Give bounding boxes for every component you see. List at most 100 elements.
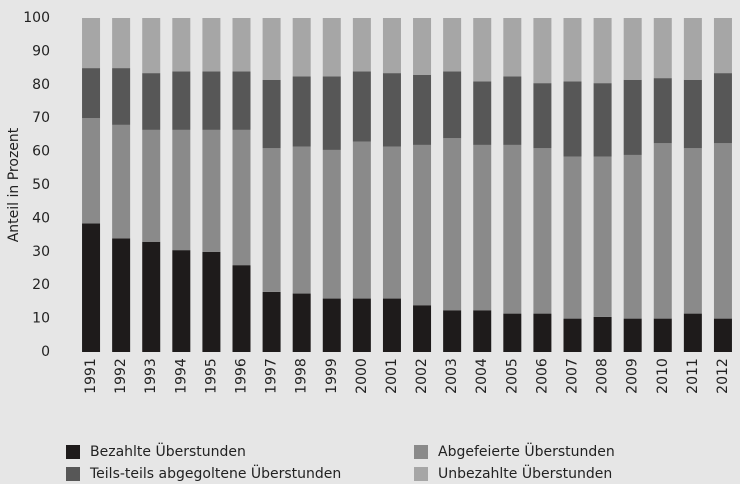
bar-segment — [563, 81, 582, 157]
bar-segment — [322, 149, 341, 299]
legend-swatch — [66, 445, 80, 459]
bar-segment — [593, 83, 612, 157]
bar-segment — [653, 78, 672, 144]
bar-segment — [82, 223, 101, 352]
bar-segment — [292, 146, 311, 294]
bar-segment — [713, 143, 732, 319]
x-tick-label: 2010 — [655, 358, 671, 394]
bar-segment — [623, 318, 642, 352]
y-tick-label: 80 — [32, 77, 50, 93]
y-tick-label: 70 — [32, 110, 50, 126]
y-tick-label: 90 — [32, 43, 50, 59]
bar-segment — [142, 241, 161, 352]
bar-segment — [112, 238, 131, 352]
y-tick-label: 40 — [32, 210, 50, 226]
y-tick-label: 10 — [32, 311, 50, 327]
x-tick-label: 2002 — [414, 358, 430, 394]
bar-segment — [262, 79, 281, 149]
bar-segment — [352, 298, 371, 352]
bar-segment — [142, 129, 161, 242]
bar-segment — [322, 298, 341, 352]
bar-segment — [142, 18, 161, 74]
bar-segment — [683, 313, 702, 352]
bar-segment — [713, 18, 732, 74]
bar-segment — [112, 124, 131, 239]
bar-segment — [533, 148, 552, 314]
x-tick-label: 2008 — [595, 358, 611, 394]
x-tick-label: 2003 — [444, 358, 460, 394]
bar-segment — [623, 154, 642, 319]
y-tick-label: 0 — [41, 344, 50, 360]
bar-segment — [593, 316, 612, 352]
bar-segment — [413, 74, 432, 145]
bar-segment — [382, 18, 401, 74]
bar-segment — [112, 68, 131, 125]
x-tick-label: 1992 — [113, 358, 129, 394]
legend-label: Teils-teils abgegoltene Überstunden — [89, 464, 341, 482]
bar-segment — [232, 265, 251, 352]
bar-segment — [82, 68, 101, 119]
bar-segment — [352, 141, 371, 299]
x-tick-label: 2005 — [504, 358, 520, 394]
y-tick-label: 100 — [23, 10, 50, 26]
bar-segment — [653, 318, 672, 352]
x-tick-label: 1994 — [173, 358, 189, 394]
bar-segment — [713, 318, 732, 352]
bar-segment — [683, 79, 702, 149]
bar-segment — [503, 18, 522, 77]
bar-segment — [443, 310, 462, 352]
bar-segment — [623, 18, 642, 80]
bar-segment — [202, 71, 221, 130]
bar-segment — [202, 18, 221, 72]
x-tick-label: 2004 — [474, 358, 490, 394]
bar-segment — [653, 143, 672, 319]
bar-segment — [503, 144, 522, 314]
bar-segment — [262, 18, 281, 80]
bar-segment — [473, 81, 492, 145]
bar-segment — [473, 144, 492, 311]
x-tick-label: 2000 — [354, 358, 370, 394]
bar-segment — [413, 18, 432, 75]
bar-segment — [292, 76, 311, 147]
legend-label: Bezahlte Überstunden — [90, 442, 246, 460]
x-tick-label: 2007 — [565, 358, 581, 394]
legend-label: Unbezahlte Überstunden — [438, 464, 612, 482]
x-tick-label: 2009 — [625, 358, 641, 394]
x-tick-label: 1991 — [83, 358, 99, 394]
bar-segment — [172, 250, 191, 352]
bar-segment — [262, 148, 281, 292]
bar-segment — [262, 291, 281, 352]
bar-segment — [232, 129, 251, 266]
bar-segment — [382, 73, 401, 147]
x-tick-label: 1997 — [264, 358, 280, 394]
bar-segment — [563, 156, 582, 319]
bar-segment — [593, 18, 612, 84]
bar-segment — [533, 18, 552, 84]
bar-segment — [322, 76, 341, 150]
bar-segment — [112, 18, 131, 69]
bar-segment — [563, 18, 582, 82]
bar-segment — [292, 293, 311, 352]
y-tick-label: 30 — [32, 244, 50, 260]
bar-segment — [623, 79, 642, 155]
y-axis-label: Anteil in Prozent — [6, 127, 22, 242]
bar-segment — [232, 71, 251, 130]
bar-segment — [82, 118, 101, 224]
bar-segment — [683, 148, 702, 314]
bar-segment — [683, 18, 702, 80]
x-tick-label: 2011 — [685, 358, 701, 394]
bar-segment — [172, 18, 191, 72]
bar-segment — [292, 18, 311, 77]
bar-segment — [503, 76, 522, 145]
bar-segment — [202, 129, 221, 252]
bar-segment — [473, 310, 492, 352]
bar-segment — [533, 313, 552, 352]
bar-segment — [142, 73, 161, 130]
bar-segment — [533, 83, 552, 149]
bar-segment — [172, 129, 191, 251]
x-tick-label: 2001 — [384, 358, 400, 394]
bar-segment — [352, 71, 371, 142]
x-tick-label: 1998 — [294, 358, 310, 394]
bar-segment — [172, 71, 191, 130]
